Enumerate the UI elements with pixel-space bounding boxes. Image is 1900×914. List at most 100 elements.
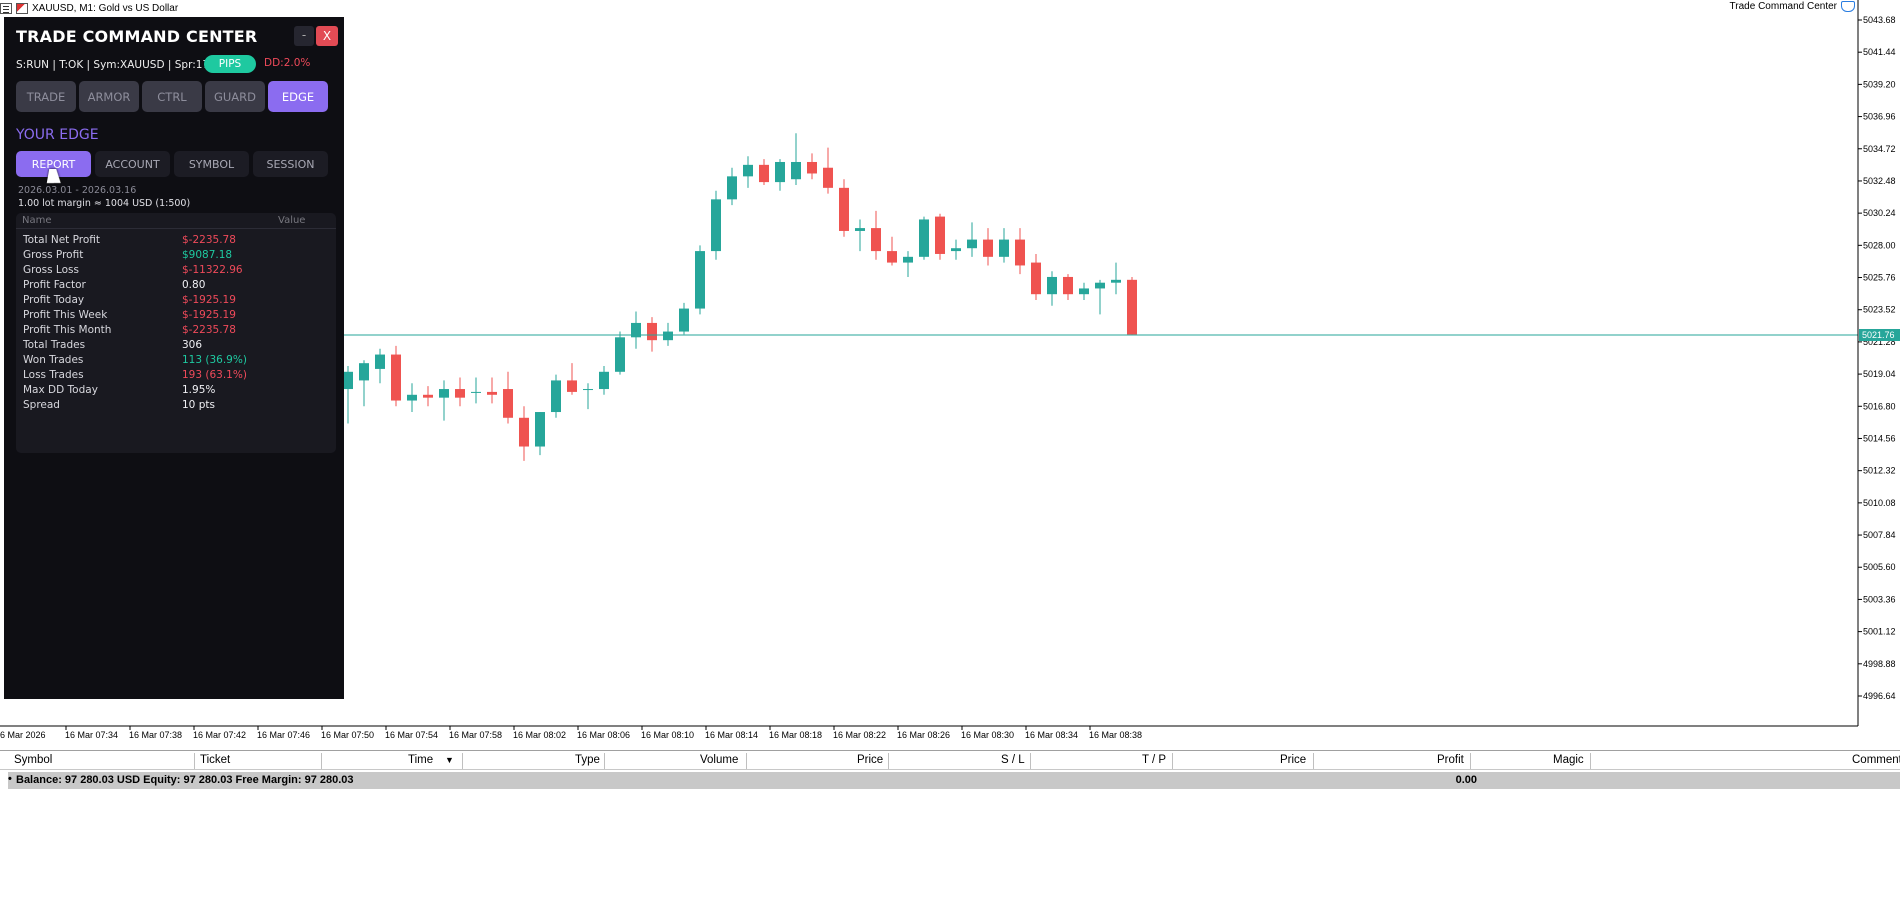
candle-body bbox=[567, 380, 577, 392]
col-current-price[interactable]: Price bbox=[1280, 754, 1307, 766]
stat-name: Profit Factor bbox=[23, 279, 86, 291]
candle-body bbox=[615, 337, 625, 372]
subtab-session[interactable]: SESSION bbox=[253, 151, 328, 177]
balance-text: Balance: 97 280.03 USD Equity: 97 280.03… bbox=[16, 774, 354, 786]
time-tick-label: 16 Mar 08:34 bbox=[1025, 730, 1078, 740]
col-type[interactable]: Type bbox=[575, 754, 600, 766]
trade-terminal: Symbol Ticket Time ▼ Type Volume Price S… bbox=[0, 750, 1900, 914]
time-tick-label: 16 Mar 08:38 bbox=[1089, 730, 1142, 740]
price-tick-label: 5043.68 bbox=[1863, 15, 1896, 25]
stat-name: Won Trades bbox=[23, 354, 84, 366]
stat-name: Spread bbox=[23, 399, 60, 411]
graduation-cap-icon bbox=[1841, 1, 1855, 12]
stats-row: Gross Loss $-11322.96 bbox=[16, 261, 336, 279]
trade-command-center-panel: TRADE COMMAND CENTER - X S:RUN | T:OK | … bbox=[4, 17, 344, 699]
stat-value: $-11322.96 bbox=[182, 264, 243, 276]
expert-advisor-label[interactable]: Trade Command Center bbox=[1730, 1, 1855, 12]
time-tick-label: 16 Mar 07:34 bbox=[65, 730, 118, 740]
col-magic[interactable]: Magic bbox=[1553, 754, 1584, 766]
terminal-column-header: Symbol Ticket Time ▼ Type Volume Price S… bbox=[0, 750, 1900, 770]
time-tick-label: 16 Mar 07:58 bbox=[449, 730, 502, 740]
header-name: Name bbox=[22, 215, 52, 226]
candle-body bbox=[1111, 279, 1121, 283]
mouse-cursor-icon bbox=[46, 169, 64, 183]
stat-value: $9087.18 bbox=[182, 249, 233, 261]
candle-body bbox=[1079, 288, 1089, 295]
stat-name: Max DD Today bbox=[23, 384, 98, 396]
stats-row: Spread 10 pts bbox=[16, 396, 336, 414]
chart-window-title: XAUUSD, M1: Gold vs US Dollar bbox=[0, 0, 178, 16]
col-take-profit[interactable]: T / P bbox=[1142, 754, 1167, 766]
candle-body bbox=[519, 417, 529, 447]
close-button[interactable]: X bbox=[316, 26, 338, 46]
stat-value: $-1925.19 bbox=[182, 294, 236, 306]
candle-body bbox=[407, 394, 417, 401]
candle-body bbox=[727, 176, 737, 200]
section-title: YOUR EDGE bbox=[16, 127, 99, 143]
col-stop-loss[interactable]: S / L bbox=[1001, 754, 1025, 766]
candle-body bbox=[503, 389, 513, 418]
col-ticket[interactable]: Ticket bbox=[200, 754, 231, 766]
menu-icon[interactable] bbox=[0, 2, 12, 14]
time-tick-label: 16 Mar 08:18 bbox=[769, 730, 822, 740]
candle-body bbox=[983, 239, 993, 257]
stat-name: Profit Today bbox=[23, 294, 85, 306]
subtab-report[interactable]: REPORT bbox=[16, 151, 91, 177]
col-comment[interactable]: Comment bbox=[1852, 754, 1900, 766]
stats-row: Profit Today $-1925.19 bbox=[16, 291, 336, 309]
stat-value: 193 (63.1%) bbox=[182, 369, 247, 381]
stat-name: Total Net Profit bbox=[23, 234, 101, 246]
candle-body bbox=[839, 187, 849, 231]
candle-body bbox=[1127, 279, 1137, 335]
candle-body bbox=[487, 391, 497, 395]
time-axis: 16 Mar 2026 16 Mar 07:34 16 Mar 07:38 16 Ma… bbox=[0, 726, 1142, 740]
col-volume[interactable]: Volume bbox=[700, 754, 739, 766]
panel-header[interactable]: TRADE COMMAND CENTER - X bbox=[4, 17, 344, 57]
col-symbol[interactable]: Symbol bbox=[14, 754, 53, 766]
balance-row[interactable]: • Balance: 97 280.03 USD Equity: 97 280.… bbox=[8, 772, 1900, 789]
sub-tab-bar: REPORT ACCOUNT SYMBOL SESSION bbox=[16, 151, 328, 177]
stat-value: $-1925.19 bbox=[182, 309, 236, 321]
subtab-symbol[interactable]: SYMBOL bbox=[174, 151, 249, 177]
tab-trade[interactable]: TRADE bbox=[16, 81, 76, 112]
candle-body bbox=[1063, 276, 1073, 295]
stat-name: Profit This Month bbox=[23, 324, 112, 336]
time-tick-label: 16 Mar 07:38 bbox=[129, 730, 182, 740]
col-time[interactable]: Time bbox=[408, 754, 434, 766]
time-tick-label: 16 Mar 07:54 bbox=[385, 730, 438, 740]
tab-armor[interactable]: ARMOR bbox=[79, 81, 139, 112]
price-tick-label: 5016.80 bbox=[1863, 401, 1896, 411]
svg-text:5021.76: 5021.76 bbox=[1862, 330, 1895, 340]
stat-value: $-2235.78 bbox=[182, 324, 236, 336]
candle-body bbox=[903, 256, 913, 263]
price-tick-label: 5019.04 bbox=[1863, 369, 1896, 379]
candle-body bbox=[631, 322, 641, 338]
time-tick-label: 16 Mar 08:26 bbox=[897, 730, 950, 740]
bullet-icon: • bbox=[8, 773, 12, 785]
time-tick-label: 16 Mar 2026 bbox=[0, 730, 46, 740]
price-tick-label: 5001.12 bbox=[1863, 627, 1896, 637]
col-price[interactable]: Price bbox=[857, 754, 884, 766]
pips-toggle[interactable]: PIPS bbox=[204, 55, 256, 73]
price-tick-label: 5039.20 bbox=[1863, 79, 1896, 89]
candle-body bbox=[551, 380, 561, 413]
price-tick-label: 5014.56 bbox=[1863, 433, 1896, 443]
current-price-label: 5021.76 bbox=[1859, 329, 1900, 342]
tab-edge[interactable]: EDGE bbox=[268, 81, 328, 112]
price-chart[interactable]: 5043.68 5041.44 5039.20 5036.96 5034.72 5032.… bbox=[0, 0, 1900, 740]
col-profit[interactable]: Profit bbox=[1437, 754, 1464, 766]
subtab-account[interactable]: ACCOUNT bbox=[95, 151, 170, 177]
stat-value: 306 bbox=[182, 339, 203, 351]
minimize-button[interactable]: - bbox=[294, 26, 314, 46]
candle-body bbox=[439, 389, 449, 398]
candle-body bbox=[1047, 276, 1057, 295]
stat-name: Profit This Week bbox=[23, 309, 108, 321]
report-period: 2026.03.01 - 2026.03.16 bbox=[18, 185, 137, 196]
candle-body bbox=[759, 164, 769, 183]
candle-body bbox=[359, 363, 369, 381]
tab-ctrl[interactable]: CTRL bbox=[142, 81, 202, 112]
tab-guard[interactable]: GUARD bbox=[205, 81, 265, 112]
stat-value: 113 (36.9%) bbox=[182, 354, 247, 366]
candle-body bbox=[375, 354, 385, 369]
chart-icon bbox=[16, 2, 28, 14]
